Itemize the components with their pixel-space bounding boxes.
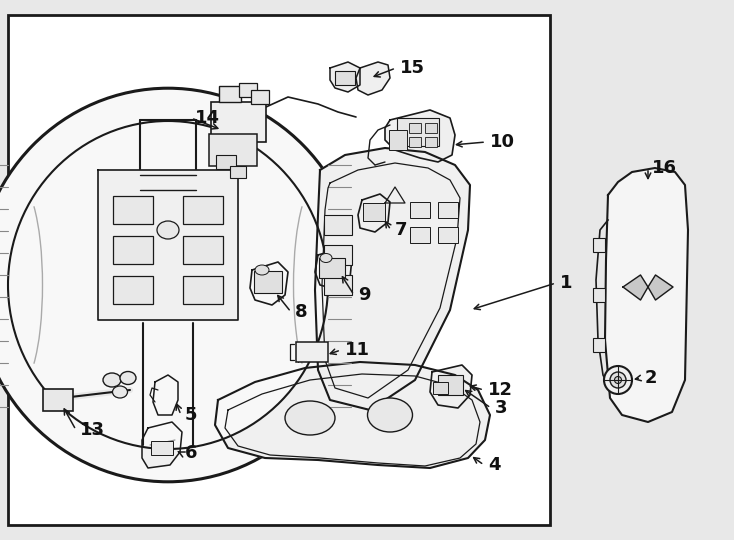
Ellipse shape bbox=[112, 386, 128, 398]
Text: 11: 11 bbox=[345, 341, 370, 359]
Bar bbox=[438, 227, 458, 243]
Polygon shape bbox=[315, 148, 470, 410]
Text: 14: 14 bbox=[195, 109, 220, 127]
Polygon shape bbox=[605, 168, 688, 422]
Bar bbox=[389, 130, 407, 150]
Ellipse shape bbox=[103, 373, 121, 387]
Bar bbox=[363, 203, 385, 221]
Polygon shape bbox=[153, 375, 178, 415]
Polygon shape bbox=[623, 275, 673, 300]
Bar bbox=[183, 236, 223, 264]
Bar bbox=[183, 196, 223, 224]
Bar bbox=[230, 166, 246, 178]
Bar bbox=[438, 202, 458, 218]
Text: 5: 5 bbox=[185, 406, 197, 424]
Ellipse shape bbox=[285, 401, 335, 435]
Polygon shape bbox=[430, 365, 472, 408]
Bar bbox=[437, 375, 462, 395]
Bar bbox=[324, 215, 352, 235]
Ellipse shape bbox=[8, 121, 328, 449]
Text: 12: 12 bbox=[488, 381, 513, 399]
Polygon shape bbox=[142, 422, 182, 468]
Bar bbox=[319, 258, 345, 278]
Bar bbox=[425, 123, 437, 133]
Text: 16: 16 bbox=[652, 159, 677, 177]
Polygon shape bbox=[315, 248, 352, 290]
Bar bbox=[219, 86, 241, 102]
Bar bbox=[251, 90, 269, 104]
Bar bbox=[209, 134, 257, 166]
Polygon shape bbox=[215, 362, 490, 468]
Ellipse shape bbox=[610, 372, 626, 388]
Bar bbox=[8, 15, 550, 525]
Bar bbox=[296, 342, 328, 362]
Bar bbox=[151, 441, 173, 455]
Text: 6: 6 bbox=[185, 444, 197, 462]
Bar bbox=[335, 71, 355, 85]
Bar bbox=[239, 83, 257, 97]
Polygon shape bbox=[250, 262, 288, 305]
Bar bbox=[113, 276, 153, 304]
Bar bbox=[211, 102, 266, 142]
Ellipse shape bbox=[120, 372, 136, 384]
Bar bbox=[410, 227, 430, 243]
Ellipse shape bbox=[157, 221, 179, 239]
Bar bbox=[183, 276, 223, 304]
Bar bbox=[409, 123, 421, 133]
Ellipse shape bbox=[0, 88, 360, 482]
Polygon shape bbox=[385, 110, 455, 162]
Bar bbox=[113, 236, 153, 264]
Polygon shape bbox=[356, 62, 390, 95]
Ellipse shape bbox=[255, 265, 269, 275]
Text: 2: 2 bbox=[645, 369, 658, 387]
Ellipse shape bbox=[614, 376, 622, 383]
Text: 3: 3 bbox=[495, 399, 507, 417]
Text: 4: 4 bbox=[488, 456, 501, 474]
Bar bbox=[113, 196, 153, 224]
Text: 8: 8 bbox=[295, 303, 308, 321]
Bar bbox=[432, 382, 448, 394]
Bar bbox=[397, 118, 439, 146]
Text: 1: 1 bbox=[560, 274, 573, 292]
Text: 7: 7 bbox=[395, 221, 407, 239]
Bar bbox=[324, 245, 352, 265]
Text: 9: 9 bbox=[358, 286, 371, 304]
Text: 13: 13 bbox=[80, 421, 105, 439]
Ellipse shape bbox=[320, 253, 332, 262]
Bar bbox=[324, 275, 352, 295]
Polygon shape bbox=[358, 194, 390, 232]
Polygon shape bbox=[330, 62, 360, 92]
Bar bbox=[593, 238, 605, 252]
Bar bbox=[254, 271, 282, 293]
Text: 15: 15 bbox=[400, 59, 425, 77]
Ellipse shape bbox=[604, 366, 632, 394]
Text: 10: 10 bbox=[490, 133, 515, 151]
Bar bbox=[216, 155, 236, 169]
Bar bbox=[425, 137, 437, 147]
Bar bbox=[593, 288, 605, 302]
Ellipse shape bbox=[368, 398, 413, 432]
Bar bbox=[593, 338, 605, 352]
Bar bbox=[410, 202, 430, 218]
Bar bbox=[43, 389, 73, 411]
Bar bbox=[409, 137, 421, 147]
Polygon shape bbox=[98, 170, 238, 320]
